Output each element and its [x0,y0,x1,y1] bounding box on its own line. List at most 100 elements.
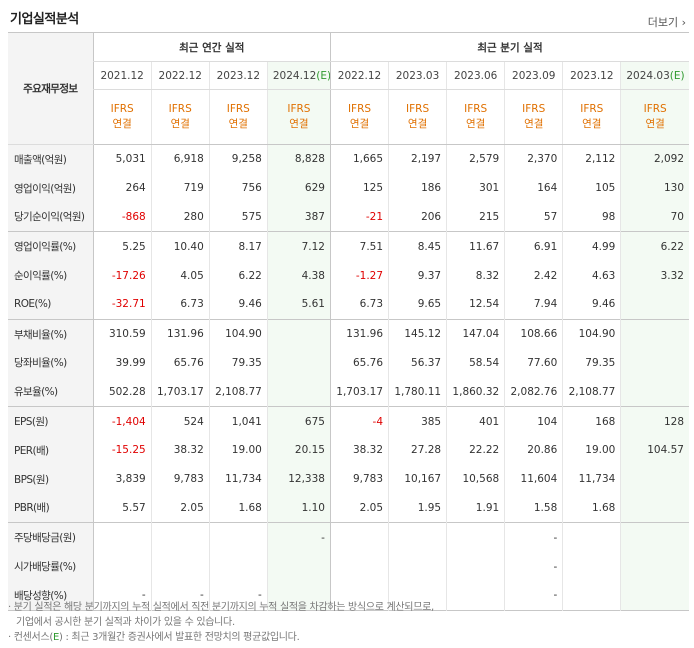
table-cell: 65.76 [150,348,210,378]
table-cell: 145.12 [388,318,447,349]
table-cell [388,580,447,611]
table-cell: 5.25 [92,231,152,262]
more-label: 더보기 [647,16,679,29]
table-cell: 3,839 [92,464,152,494]
table-cell [329,552,389,581]
row-label: PBR(배) [8,493,94,523]
row-label: 영업이익률(%) [8,231,94,262]
section-title: 기업실적분석 [10,12,79,27]
table-cell [620,289,689,320]
table-cell: 11.67 [446,231,505,262]
table-cell [620,318,689,349]
table-cell: 1,041 [208,406,268,436]
table-cell: 2,092 [620,144,689,174]
table-cell: 128 [620,406,689,436]
group-annual-header: 최근 연간 실적 [92,32,331,62]
table-cell: 70 [620,202,689,232]
table-cell: 2,082.76 [504,377,563,407]
table-cell [620,580,689,611]
table-cell: 38.32 [150,435,210,465]
table-cell: 27.28 [388,435,447,465]
row-label: 시가배당률(%) [8,552,94,581]
table-cell: 77.60 [504,348,563,378]
table-cell: -17.26 [92,261,152,290]
table-cell: 130 [620,173,689,203]
table-cell [329,522,389,553]
table-cell: 147.04 [446,318,505,349]
table-cell: 105 [562,173,621,203]
table-row: EPS(원) -1,404 524 1,041 675 -4 385 401 104 168 128 [8,406,689,436]
table-cell: 104 [504,406,563,436]
accounting-standard: IFRS 연결 [329,89,389,145]
table-cell: 20.86 [504,435,563,465]
table-cell: -32.71 [92,289,152,320]
table-cell: 9,783 [329,464,389,494]
table-cell: - [504,552,563,581]
accounting-standard: IFRS 연결 [266,89,331,145]
table-cell [266,377,331,407]
table-cell: 6.22 [620,231,689,262]
table-row: PER(배) -15.25 38.32 19.00 20.15 38.32 27.28 22.… [8,435,689,465]
table-cell: 8,828 [266,144,331,174]
table-cell: 756 [208,173,268,203]
table-cell: 264 [92,173,152,203]
table-cell: 1.68 [208,493,268,523]
table-cell [620,348,689,378]
table-cell: 502.28 [92,377,152,407]
table-cell [150,552,210,581]
row-label: 당좌비율(%) [8,348,94,378]
table-cell: 5.57 [92,493,152,523]
table-cell: 65.76 [329,348,389,378]
table-cell: 79.35 [208,348,268,378]
table-cell: 6.91 [504,231,563,262]
table-cell [562,522,621,553]
table-cell: - [92,580,152,611]
table-cell: 9,783 [150,464,210,494]
table-cell [92,552,152,581]
table-cell: 2,112 [562,144,621,174]
group-quarter-header: 최근 분기 실적 [329,32,689,62]
row-label: 주당배당금(원) [8,522,94,553]
table-cell: 5,031 [92,144,152,174]
table-row: 영업이익률(%) 5.25 10.40 8.17 7.12 7.51 8.45 11.67 6.… [8,231,689,262]
table-cell: 19.00 [208,435,268,465]
table-cell: 57 [504,202,563,232]
row-label: 부채비율(%) [8,318,94,349]
table-cell: 629 [266,173,331,203]
table-cell [446,552,505,581]
period-header: 2022.12 [329,61,389,90]
period-header: 2023.06 [446,61,505,90]
accounting-standard: IFRS 연결 [208,89,268,145]
table-cell: 301 [446,173,505,203]
table-cell: 3.32 [620,261,689,290]
row-label: PER(배) [8,435,94,465]
table-cell: 719 [150,173,210,203]
table-cell: 6.73 [150,289,210,320]
table-row: BPS(원) 3,839 9,783 11,734 12,338 9,783 10,167 1… [8,464,689,494]
table-cell [266,580,331,611]
table-cell [620,552,689,581]
table-cell [266,348,331,378]
table-cell: 10.40 [150,231,210,262]
row-label: BPS(원) [8,464,94,494]
table-cell [620,493,689,523]
table-cell: 7.51 [329,231,389,262]
table-cell: 20.15 [266,435,331,465]
table-cell: 9.46 [208,289,268,320]
more-link[interactable]: 더보기 › [648,14,686,30]
table-cell: 8.45 [388,231,447,262]
table-cell: - [504,580,563,611]
table-cell: 401 [446,406,505,436]
table-cell: 9.65 [388,289,447,320]
table-cell: 12.54 [446,289,505,320]
table-row: 주당배당금(원) - - [8,522,689,553]
accounting-standard: IFRS 연결 [562,89,621,145]
row-label: 매출액(억원) [8,144,94,174]
period-header: 2023.12 [562,61,621,90]
table-cell: 385 [388,406,447,436]
table-cell: 2,579 [446,144,505,174]
table-row: 부채비율(%) 310.59 131.96 104.90 131.96 145.12 147… [8,318,689,349]
table-cell: 168 [562,406,621,436]
table-cell: 4.38 [266,261,331,290]
period-header: 2023.03 [388,61,447,90]
